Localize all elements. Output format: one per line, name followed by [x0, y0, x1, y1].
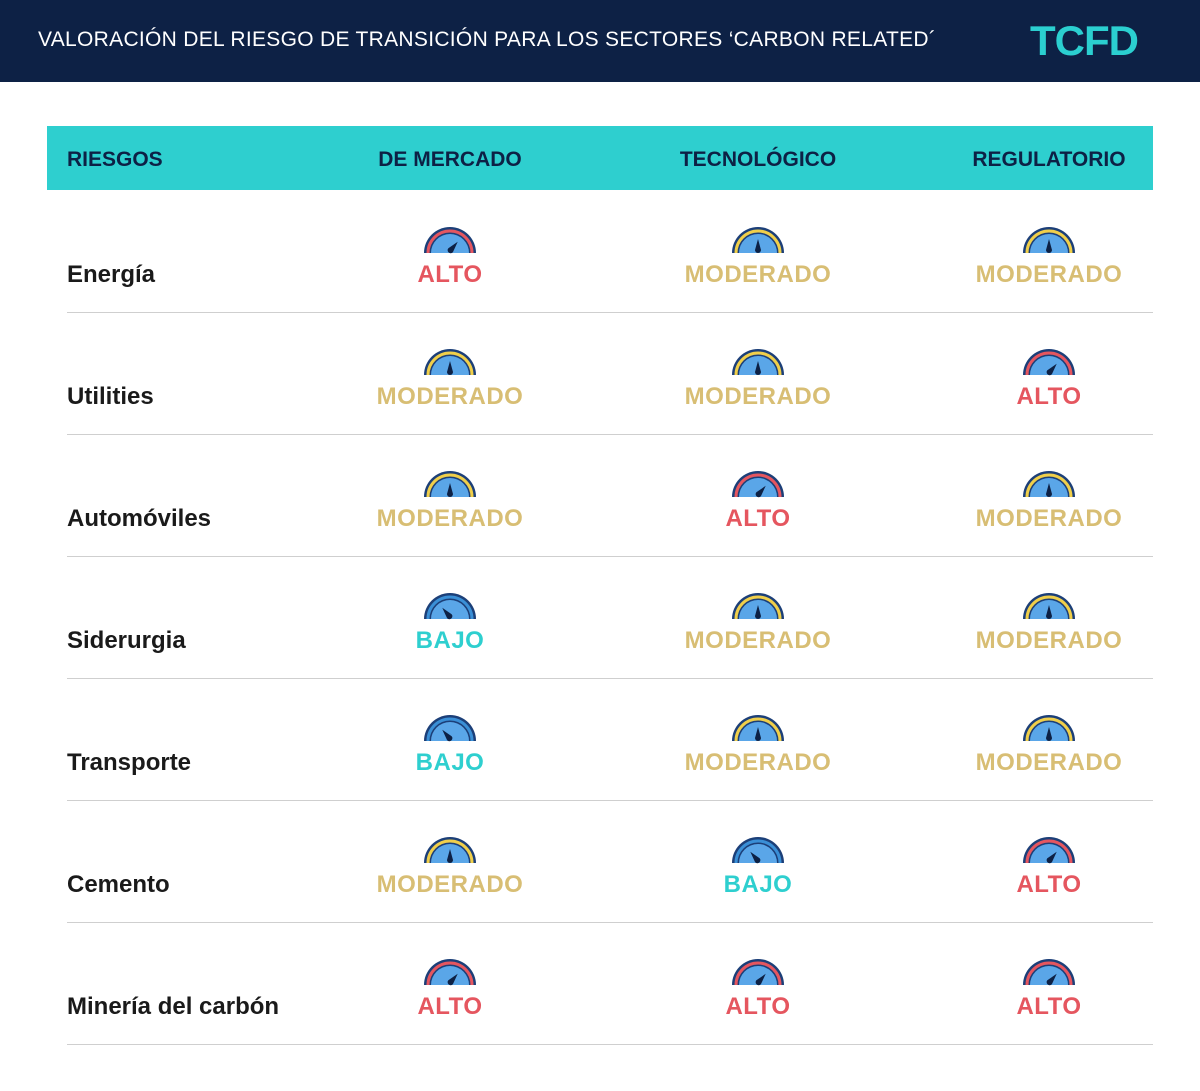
sector-label: Energía: [67, 261, 156, 288]
sector-label: Utilities: [67, 383, 154, 410]
row-divider: [67, 434, 1153, 435]
row-divider: [67, 556, 1153, 557]
gauge-icon: [732, 593, 784, 620]
risk-cell: MODERADO: [330, 313, 570, 435]
table-row: Automóviles MODERADO ALTO MODERADO: [0, 435, 1200, 557]
risk-level-label: MODERADO: [684, 627, 832, 654]
gauge-icon: [1023, 227, 1075, 254]
risk-cell: MODERADO: [929, 191, 1169, 313]
table-row: Utilities MODERADO MODERADO ALTO: [0, 313, 1200, 435]
gauge-icon: [424, 715, 476, 742]
risk-cell: ALTO: [330, 191, 570, 313]
row-divider: [67, 800, 1153, 801]
gauge-icon: [732, 959, 784, 986]
risk-level-label: MODERADO: [376, 871, 524, 898]
risk-cell: MODERADO: [638, 557, 878, 679]
risk-level-label: MODERADO: [684, 383, 832, 410]
risk-cell: MODERADO: [929, 679, 1169, 801]
gauge-icon: [424, 471, 476, 498]
title-bar: VALORACIÓN DEL RIESGO DE TRANSICIÓN PARA…: [0, 0, 1200, 82]
risk-level-label: MODERADO: [975, 749, 1123, 776]
risk-cell: MODERADO: [330, 801, 570, 923]
risk-cell: MODERADO: [638, 679, 878, 801]
risk-level-label: MODERADO: [975, 261, 1123, 288]
risk-level-label: ALTO: [1016, 383, 1082, 410]
table-row: Transporte BAJO MODERADO MODERADO: [0, 679, 1200, 801]
sector-label: Transporte: [67, 749, 192, 776]
risk-level-label: ALTO: [417, 993, 483, 1020]
risk-cell: BAJO: [638, 801, 878, 923]
risk-level-label: BAJO: [723, 871, 793, 898]
gauge-icon: [424, 837, 476, 864]
tcfd-logo: TCFD: [1030, 17, 1139, 64]
risk-cell: ALTO: [929, 313, 1169, 435]
risk-cell: BAJO: [330, 679, 570, 801]
risk-cell: MODERADO: [638, 191, 878, 313]
risk-level-label: MODERADO: [376, 383, 524, 410]
risk-cell: MODERADO: [929, 435, 1169, 557]
row-divider: [67, 922, 1153, 923]
column-header-riesgos: RIESGOS: [67, 148, 163, 171]
risk-level-label: ALTO: [725, 993, 791, 1020]
sector-label: Automóviles: [67, 505, 212, 532]
risk-level-label: MODERADO: [975, 505, 1123, 532]
row-divider: [67, 1044, 1153, 1045]
risk-level-label: MODERADO: [684, 261, 832, 288]
gauge-icon: [732, 349, 784, 376]
gauge-icon: [732, 837, 784, 864]
risk-level-label: MODERADO: [975, 627, 1123, 654]
gauge-icon: [424, 959, 476, 986]
risk-level-label: BAJO: [415, 627, 485, 654]
table-row: Energía ALTO MODERADO MODERADO: [0, 191, 1200, 313]
risk-level-label: MODERADO: [684, 749, 832, 776]
column-header-tecnologico: TECNOLÓGICO: [679, 148, 837, 171]
risk-level-label: ALTO: [1016, 993, 1082, 1020]
risk-cell: BAJO: [330, 557, 570, 679]
risk-cell: ALTO: [638, 435, 878, 557]
column-header-mercado: DE MERCADO: [378, 148, 522, 171]
sector-label: Minería del carbón: [67, 993, 280, 1020]
risk-cell: MODERADO: [638, 313, 878, 435]
gauge-icon: [1023, 349, 1075, 376]
risk-cell: ALTO: [929, 923, 1169, 1045]
table-row: Minería del carbón ALTO ALTO ALTO: [0, 923, 1200, 1045]
table-header: RIESGOS DE MERCADO TECNOLÓGICO REGULATOR…: [47, 126, 1153, 190]
risk-cell: MODERADO: [929, 557, 1169, 679]
table-row: Siderurgia BAJO MODERADO MODERADO: [0, 557, 1200, 679]
gauge-icon: [732, 715, 784, 742]
risk-level-label: BAJO: [415, 749, 485, 776]
gauge-icon: [424, 227, 476, 254]
risk-level-label: ALTO: [725, 505, 791, 532]
sector-label: Cemento: [67, 871, 170, 898]
risk-level-label: ALTO: [417, 261, 483, 288]
gauge-icon: [424, 349, 476, 376]
table-row: Cemento MODERADO BAJO ALTO: [0, 801, 1200, 923]
risk-cell: ALTO: [330, 923, 570, 1045]
risk-level-label: ALTO: [1016, 871, 1082, 898]
gauge-icon: [1023, 593, 1075, 620]
page-title: VALORACIÓN DEL RIESGO DE TRANSICIÓN PARA…: [38, 28, 937, 51]
risk-cell: MODERADO: [330, 435, 570, 557]
gauge-icon: [1023, 471, 1075, 498]
risk-cell: ALTO: [929, 801, 1169, 923]
gauge-icon: [424, 593, 476, 620]
gauge-icon: [1023, 715, 1075, 742]
risk-cell: ALTO: [638, 923, 878, 1045]
gauge-icon: [1023, 959, 1075, 986]
gauge-icon: [732, 471, 784, 498]
risk-level-label: MODERADO: [376, 505, 524, 532]
row-divider: [67, 312, 1153, 313]
gauge-icon: [1023, 837, 1075, 864]
gauge-icon: [732, 227, 784, 254]
column-header-regulatorio: REGULATORIO: [972, 148, 1126, 171]
sector-label: Siderurgia: [67, 627, 186, 654]
row-divider: [67, 678, 1153, 679]
